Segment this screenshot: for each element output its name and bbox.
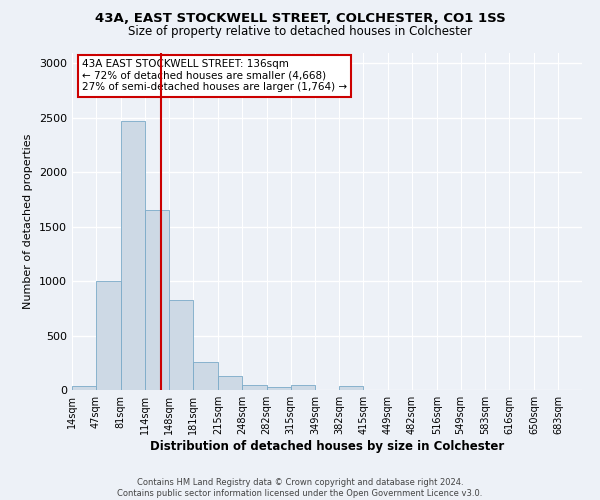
- Bar: [218, 376, 242, 390]
- Text: Contains HM Land Registry data © Crown copyright and database right 2024.
Contai: Contains HM Land Registry data © Crown c…: [118, 478, 482, 498]
- X-axis label: Distribution of detached houses by size in Colchester: Distribution of detached houses by size …: [150, 440, 504, 453]
- Bar: [340, 386, 364, 390]
- Bar: [121, 121, 145, 390]
- Bar: [169, 300, 193, 390]
- Bar: [96, 281, 121, 390]
- Text: Size of property relative to detached houses in Colchester: Size of property relative to detached ho…: [128, 25, 472, 38]
- Text: 43A, EAST STOCKWELL STREET, COLCHESTER, CO1 1SS: 43A, EAST STOCKWELL STREET, COLCHESTER, …: [95, 12, 505, 26]
- Text: 43A EAST STOCKWELL STREET: 136sqm
← 72% of detached houses are smaller (4,668)
2: 43A EAST STOCKWELL STREET: 136sqm ← 72% …: [82, 59, 347, 92]
- Bar: [72, 386, 96, 390]
- Bar: [267, 386, 290, 390]
- Bar: [145, 210, 169, 390]
- Bar: [242, 384, 267, 390]
- Bar: [193, 362, 218, 390]
- Bar: [290, 384, 316, 390]
- Y-axis label: Number of detached properties: Number of detached properties: [23, 134, 34, 309]
